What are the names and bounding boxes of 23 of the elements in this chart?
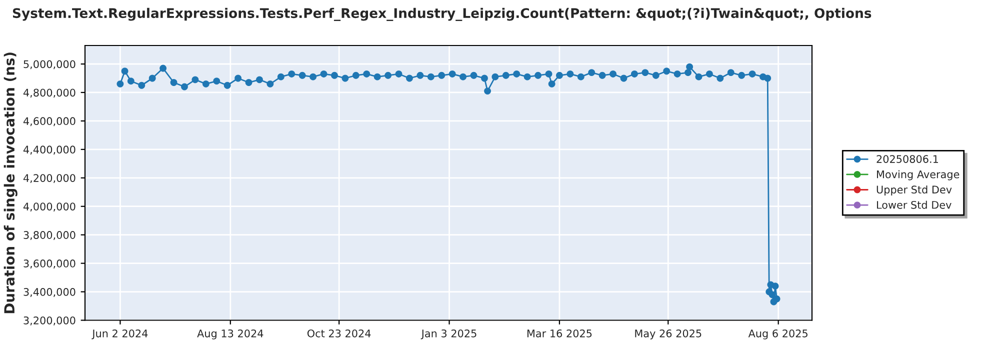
x-tick-label: May 26 2025 <box>635 329 702 340</box>
x-tick-label: Aug 6 2025 <box>748 329 808 340</box>
x-tick-label: Aug 13 2024 <box>197 329 264 340</box>
y-tick-label: 4,400,000 <box>23 146 76 155</box>
y-axis-title: Duration of single invocation (ns) <box>4 52 18 314</box>
x-tick-label: Jan 3 2025 <box>420 329 476 340</box>
y-tick-label: 4,200,000 <box>23 174 76 184</box>
y-tick-label: 3,200,000 <box>24 316 76 326</box>
y-tick-label: 3,800,000 <box>24 231 76 240</box>
x-tick-label: Mar 16 2025 <box>527 329 592 338</box>
chart-title: System.Text.RegularExpressions.Tests.Perf_Regex_Industry_Leipzig.Count(Pattern: &quot;(?i)Twain&quot;, Options <box>12 8 872 21</box>
y-tick-label: 5,000,000 <box>24 60 76 70</box>
legend-label: Moving Average <box>877 170 960 180</box>
legend-label: Upper Std Dev <box>876 185 952 196</box>
y-tick-label: 4,600,000 <box>23 117 76 126</box>
y-tick-label: 3,600,000 <box>24 260 76 268</box>
x-tick-label: Jun 2 2024 <box>92 329 148 340</box>
y-tick-label: 3,400,000 <box>24 288 76 297</box>
legend-label: 20250806.1 <box>876 155 938 163</box>
legend-label: Lower Std Dev <box>877 200 952 209</box>
x-tick-label: Oct 23 2024 <box>307 329 371 338</box>
y-tick-label: 4,800,000 <box>23 88 76 98</box>
y-tick-label: 4,000,000 <box>23 202 76 212</box>
